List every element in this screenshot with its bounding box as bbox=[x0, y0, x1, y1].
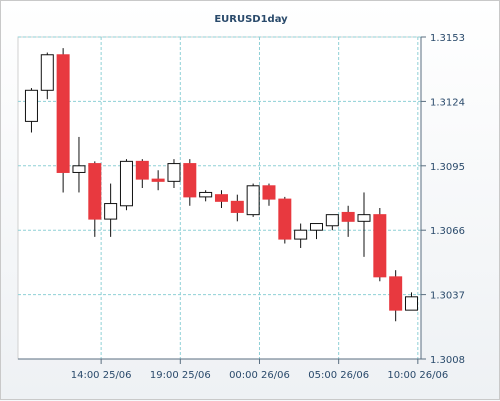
candle-body-down bbox=[151, 178, 165, 182]
candle bbox=[373, 207, 387, 282]
candle bbox=[230, 194, 244, 222]
candle bbox=[151, 170, 165, 191]
candle bbox=[199, 190, 213, 202]
x-tick-label: 05:00 26/06 bbox=[308, 370, 369, 381]
y-tick-label: 1.3066 bbox=[430, 226, 465, 237]
y-tick-label: 1.3095 bbox=[430, 162, 465, 173]
candle-body-down bbox=[262, 185, 276, 200]
candle bbox=[262, 183, 276, 206]
candle-body-up bbox=[119, 160, 133, 207]
candle-body-down bbox=[88, 163, 102, 220]
x-tick-label: 10:00 26/06 bbox=[387, 370, 448, 381]
x-tick-label: 00:00 26/06 bbox=[229, 370, 290, 381]
candle-body-up bbox=[199, 191, 213, 198]
candle-body-up bbox=[24, 89, 38, 122]
candle-body-up bbox=[104, 203, 118, 220]
candle-body-up bbox=[404, 296, 418, 311]
candle bbox=[389, 270, 403, 322]
candle-body-down bbox=[389, 276, 403, 311]
candle-body-up bbox=[325, 214, 339, 227]
chart-title: EURUSD1day bbox=[214, 14, 288, 25]
candle-body-up bbox=[40, 54, 54, 91]
candle bbox=[88, 161, 102, 237]
candle bbox=[214, 190, 228, 208]
candle bbox=[183, 159, 197, 206]
candle-body-down bbox=[214, 194, 228, 202]
candle-body-down bbox=[278, 198, 292, 240]
x-tick-label: 19:00 25/06 bbox=[150, 370, 211, 381]
candle bbox=[119, 159, 133, 211]
candle bbox=[167, 159, 181, 189]
candle bbox=[294, 223, 308, 248]
candle-body-up bbox=[309, 223, 323, 231]
x-tick-label: 14:00 25/06 bbox=[71, 370, 132, 381]
axis-ticks: 1.3153 1.3124 1.3095 1.3066 1.3037 1.3008 14:0… bbox=[71, 33, 465, 381]
candle bbox=[357, 192, 371, 257]
y-tick-label: 1.3153 bbox=[430, 33, 465, 44]
candle-body-down bbox=[373, 214, 387, 278]
candle-body-up bbox=[72, 165, 86, 173]
candle-body-up bbox=[294, 229, 308, 240]
candle-body-up bbox=[167, 163, 181, 182]
candle bbox=[325, 214, 339, 231]
candle bbox=[404, 292, 418, 311]
candle bbox=[40, 52, 54, 100]
candle bbox=[278, 196, 292, 244]
candle-body-down bbox=[341, 211, 355, 222]
candle-body-down bbox=[183, 163, 197, 198]
candle bbox=[309, 223, 323, 240]
candle-body-down bbox=[230, 200, 244, 213]
candle-body-down bbox=[135, 160, 149, 180]
candle bbox=[72, 136, 86, 193]
candle bbox=[24, 88, 38, 133]
candle bbox=[246, 183, 260, 217]
candle bbox=[135, 159, 149, 189]
candle bbox=[104, 183, 118, 237]
candle-body-up bbox=[246, 185, 260, 216]
candle bbox=[341, 205, 355, 237]
y-tick-label: 1.3008 bbox=[430, 355, 465, 366]
y-tick-label: 1.3124 bbox=[430, 97, 465, 108]
candle-body-up bbox=[357, 214, 371, 222]
candle bbox=[56, 48, 70, 193]
y-tick-label: 1.3037 bbox=[430, 291, 465, 302]
candles bbox=[24, 48, 418, 322]
candle-body-down bbox=[56, 54, 70, 173]
